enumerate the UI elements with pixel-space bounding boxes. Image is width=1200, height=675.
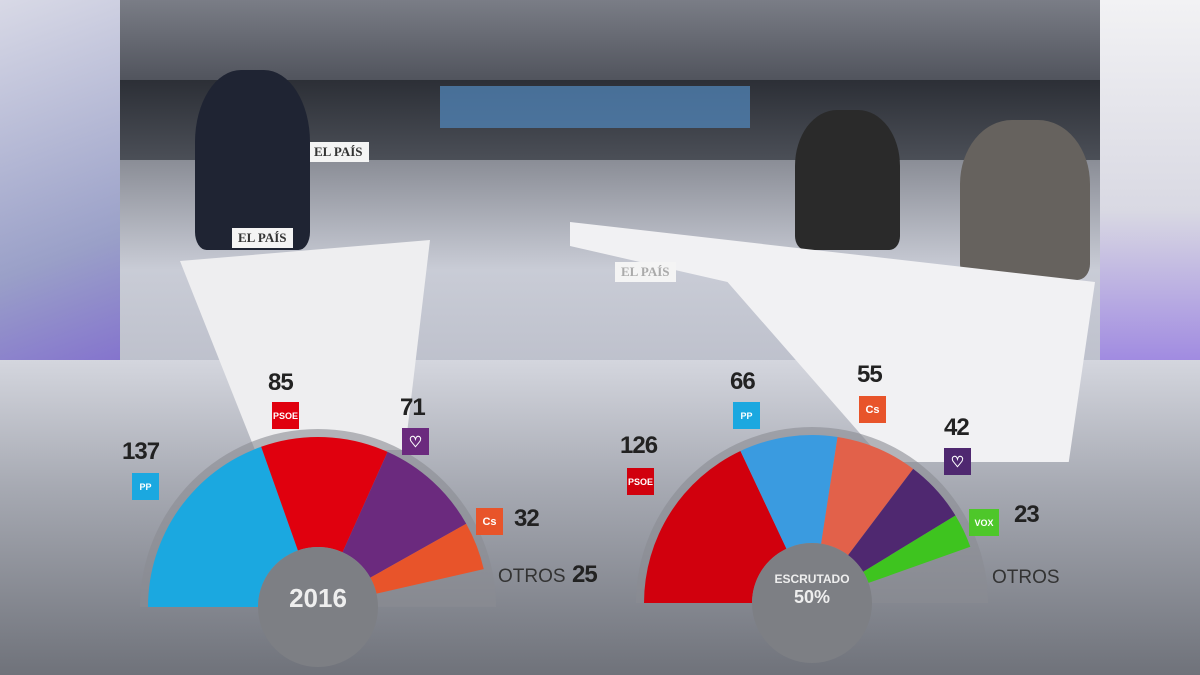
seat-segment-unidos-podemos [342,451,467,578]
label-psoe-2016: 85 [268,369,294,396]
label-psoe-now: 126 [620,432,658,459]
label-otros-now: OTROS [992,567,1060,588]
seat-segment-cs [370,523,484,594]
pp-logo-icon: PP [132,473,159,500]
label-otros-2016: OTROS [498,566,566,587]
value-otros-2016: 25 [572,561,598,588]
label-podemos-2016: 71 [400,394,426,421]
label-podemos-now: 42 [944,414,970,441]
label-cs-2016: 32 [514,505,540,532]
podemos-heart-icon: ♡ [944,448,971,475]
label-pp-now: 66 [730,368,756,395]
left-wall [0,0,120,420]
chart-center-hub [258,547,378,667]
label-pp-2016: 137 [122,438,160,465]
label-cs-now: 55 [857,361,883,388]
cs-logo-icon: Cs [859,396,886,423]
seat-segment-psoe [261,437,388,553]
psoe-logo-icon: PSOE [627,468,654,495]
guest-woman [795,110,900,250]
seat-segment-pp [740,435,838,549]
psoe-logo-icon: PSOE [272,402,299,429]
guest-man [960,120,1090,280]
chart-title-2016: 2016 [289,583,347,613]
desk-sign-left: EL PAÍS [232,228,293,248]
escrutado-label: ESCRUTADO [774,572,850,586]
newsroom-screens [440,86,750,128]
chart-2016 [140,429,496,667]
vox-logo-icon: VOX [969,509,999,536]
seat-segment-pp [148,446,298,607]
pp-logo-icon: PP [733,402,760,429]
desk-sign-right: EL PAÍS [615,262,676,282]
seat-segment-vox [863,515,971,583]
cs-logo-icon: Cs [476,508,503,535]
seat-segment-unidas-podemos [848,468,956,572]
escrutado-percent: 50% [793,587,831,607]
seat-segment-cs [821,436,914,556]
seat-segment-psoe [644,450,787,603]
chart-center-hub [752,543,872,663]
label-vox-now: 23 [1014,501,1040,528]
podemos-heart-icon: ♡ [402,428,429,455]
presenter [195,70,310,250]
wall-sign: EL PAÍS [308,142,369,162]
right-wall [1100,0,1200,420]
chart-escrutado [636,427,988,663]
